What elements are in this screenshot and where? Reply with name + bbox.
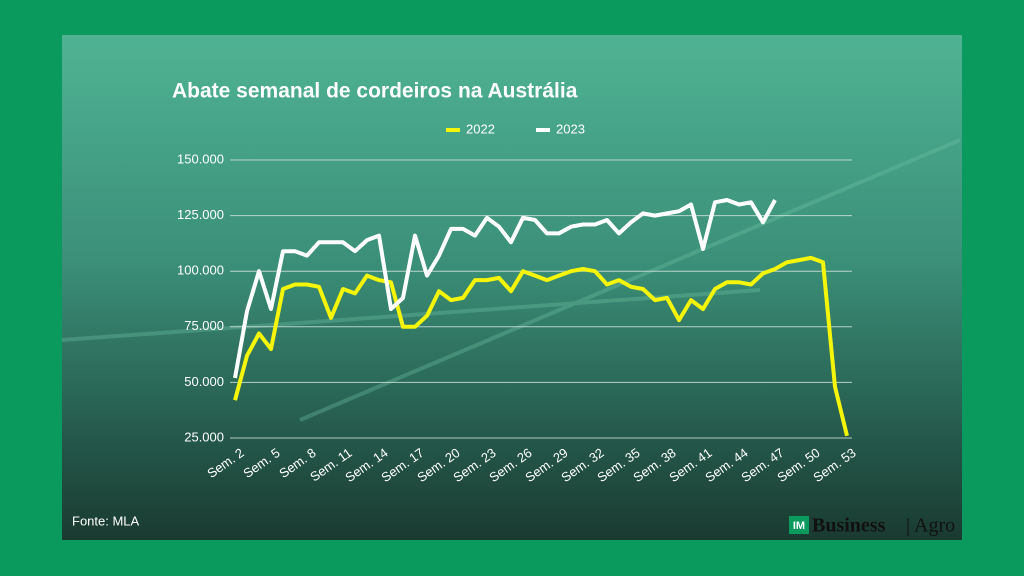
source: Fonte: MLA <box>72 513 140 528</box>
y-tick-label: 150.000 <box>177 151 224 166</box>
brand-section: Agro <box>914 515 955 537</box>
y-tick-label: 100.000 <box>177 263 224 278</box>
brand-badge <box>789 516 809 534</box>
series-line <box>233 255 849 437</box>
legend-label: 2023 <box>556 121 585 136</box>
y-tick-label: 50.000 <box>184 374 224 389</box>
brand-badge-text: IM <box>793 520 805 532</box>
y-tick-label: 75.000 <box>184 318 224 333</box>
chart-title: Abate semanal de cordeiros na Austrália <box>172 80 578 103</box>
y-tick-label: 125.000 <box>177 207 224 222</box>
legend-label: 2022 <box>466 121 495 136</box>
y-tick-label: 25.000 <box>184 429 224 444</box>
series-line <box>233 198 777 379</box>
decoration <box>61 138 961 422</box>
brand-name: Business <box>812 515 886 537</box>
